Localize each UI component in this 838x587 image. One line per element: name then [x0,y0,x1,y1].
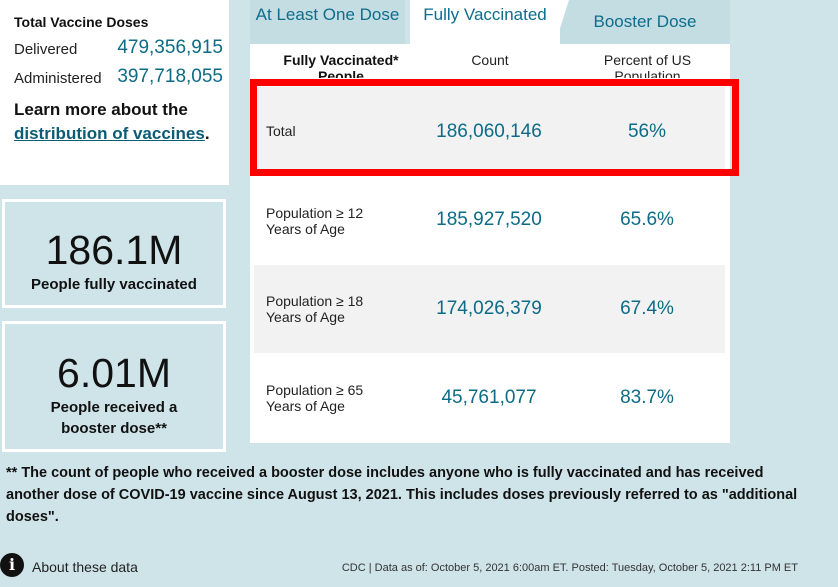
row-percent: 83.7% [620,387,674,408]
row-label: Population ≥ 65 Years of Age [266,382,364,414]
header-people: Fully Vaccinated* People [283,52,399,78]
administered-label: Administered [14,70,102,87]
row-count: 45,761,077 [441,387,537,408]
vaccination-table: Fully Vaccinated* People Count Percent o… [250,44,730,443]
tab-at-least-one-dose[interactable]: At Least One Dose [250,0,405,44]
row-count: 186,060,146 [436,121,542,142]
fully-vaccinated-value: 186.1M [45,227,183,273]
row-percent: 67.4% [620,298,674,319]
distribution-of-vaccines-link[interactable]: distribution of vaccines [14,124,205,143]
row-count: 174,026,379 [436,298,542,319]
row-label: Population ≥ 18 Years of Age [266,293,364,325]
booster-footnote: ** The count of people who received a bo… [6,465,798,525]
header-count: Count [471,52,509,68]
booster-value: 6.01M [57,350,171,396]
about-these-data-link[interactable]: About these data [32,559,138,575]
row-label: Population ≥ 12 Years of Age [266,205,364,237]
tab-booster-dose[interactable]: Booster Dose [560,0,730,44]
learn-more-suffix: . [204,124,210,143]
row-percent: 56% [627,121,667,142]
table-row-18plus: Population ≥ 18 Years of Age 174,026,379… [254,265,725,353]
row-label: Total [266,123,296,139]
row-count: 185,927,520 [436,209,542,230]
total-doses-title: Total Vaccine Doses [14,14,149,30]
total-doses-card [0,0,229,185]
booster-label: People received a booster dose** [50,399,178,437]
tab-fully-vaccinated[interactable]: Fully Vaccinated [410,0,560,44]
delivered-label: Delivered [14,41,78,58]
info-icon[interactable]: i [0,553,24,577]
row-percent: 65.6% [620,209,674,230]
fully-vaccinated-card: 186.1M People fully vaccinated [2,199,226,308]
table-row-65plus: Population ≥ 65 Years of Age 45,761,077 … [254,353,725,441]
fully-vaccinated-label: People fully vaccinated [31,276,197,293]
highlight-box [250,79,739,176]
administered-value: 397,718,055 [117,66,223,87]
learn-more-prefix: Learn more about the [14,100,188,119]
table-row-total: Total 186,060,146 56% [254,87,725,175]
booster-card: 6.01M People received a booster dose** [2,321,226,452]
header-percent: Percent of US Population [603,52,692,78]
data-source-note: CDC | Data as of: October 5, 2021 6:00am… [341,562,798,574]
delivered-value: 479,356,915 [117,37,223,58]
table-row-12plus: Population ≥ 12 Years of Age 185,927,520… [254,175,725,263]
learn-more-text: Learn more about the distribution of vac… [14,98,224,146]
